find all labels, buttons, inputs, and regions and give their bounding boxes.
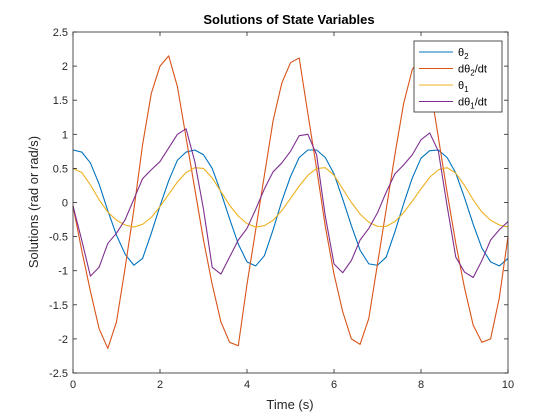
- chart-title: Solutions of State Variables: [203, 12, 374, 27]
- x-tick-label: 8: [418, 379, 424, 391]
- legend-entry-suffix: /dt: [475, 97, 487, 109]
- legend-entry-suffix: /dt: [475, 64, 487, 76]
- y-axis-label: Solutions (rad or rad/s): [26, 136, 41, 268]
- legend-entry-base: dθ: [458, 97, 470, 109]
- y-tick-label: 1: [62, 129, 68, 141]
- legend-entry-subscript: 2: [464, 52, 469, 61]
- legend-entry-base: θ: [458, 47, 464, 59]
- y-tick-label: 1.5: [53, 95, 68, 107]
- legend-entry-2: dθ2/dt: [458, 64, 487, 78]
- legend-entry-3: θ1: [458, 80, 469, 94]
- y-tick-label: -2: [58, 334, 68, 346]
- series-line-3: [72, 167, 509, 228]
- y-tick-label: 2: [62, 61, 68, 73]
- x-tick-label: 4: [244, 379, 250, 391]
- y-tick-label: 0: [62, 198, 68, 210]
- series-line-2: [72, 55, 509, 350]
- x-tick-label: 10: [502, 379, 514, 391]
- y-tick-label: 0.5: [53, 163, 68, 175]
- y-tick-label: 2.5: [53, 27, 68, 39]
- y-tick-label: -1: [58, 266, 68, 278]
- series-line-4: [72, 128, 509, 279]
- legend-entry-subscript: 1: [464, 85, 469, 94]
- legend-box: [413, 40, 503, 113]
- x-axis-label: Time (s): [266, 397, 313, 412]
- axes-layer: 0 2 4 6 8 10 -2.5 -2 -1.5 -1 -0.5 0 0.5 1 1.5 2 2.5: [49, 27, 514, 391]
- legend-entry-1: θ2: [458, 47, 469, 61]
- series-layer: [72, 55, 509, 350]
- legend-entry-4: dθ1/dt: [458, 97, 487, 111]
- x-tick-label: 6: [331, 379, 337, 391]
- x-tick-label: 0: [70, 379, 76, 391]
- y-tick-label: -2.5: [49, 368, 68, 380]
- legend-entry-base: dθ: [458, 64, 470, 76]
- y-tick-label: -0.5: [49, 232, 68, 244]
- series-line-1: [72, 149, 509, 267]
- legend-entry-base: θ: [458, 80, 464, 92]
- x-tick-label: 2: [157, 379, 163, 391]
- y-tick-label: -1.5: [49, 300, 68, 312]
- legend-entry-subscript: 1: [470, 102, 475, 111]
- legend-entry-subscript: 2: [470, 69, 475, 78]
